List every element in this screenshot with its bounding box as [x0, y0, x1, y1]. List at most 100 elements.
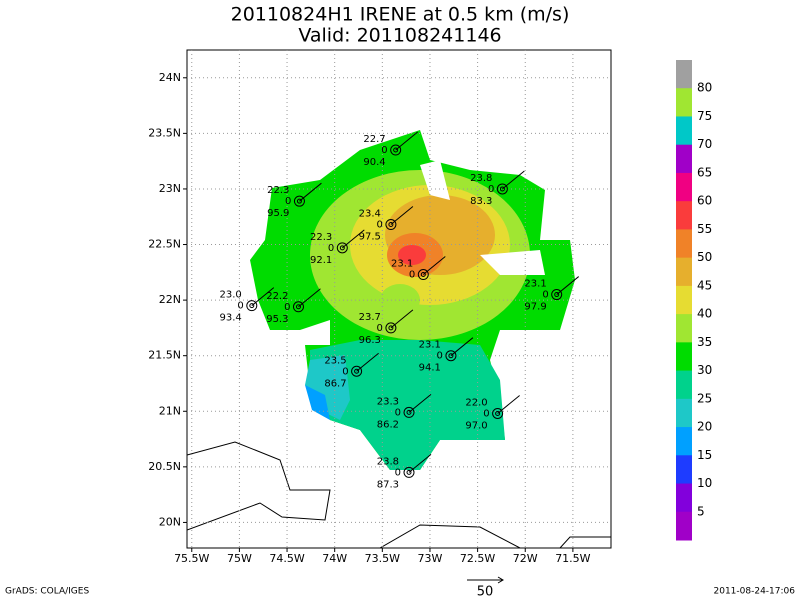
temperature: 23.5 — [324, 355, 346, 366]
station — [445, 350, 457, 362]
humidity: 95.3 — [266, 314, 288, 325]
temperature: 22.2 — [266, 291, 288, 302]
lon-label: 71.5W — [555, 552, 590, 565]
station-dot — [406, 469, 412, 475]
lon-label: 74.5W — [269, 552, 304, 565]
colorbar-label: 80 — [697, 81, 712, 95]
temperature: 22.3 — [310, 232, 332, 243]
lon-label: 72W — [513, 552, 538, 565]
title: 20110824H1 IRENE at 0.5 km (m/s) — [231, 4, 570, 26]
direction: 0 — [237, 301, 243, 312]
colorbar-label: 40 — [697, 307, 712, 321]
colorbar-segment — [676, 172, 692, 202]
humidity: 90.4 — [363, 157, 385, 168]
colorbar-label: 15 — [697, 448, 712, 462]
station-dot — [354, 368, 360, 374]
direction: 0 — [381, 145, 387, 156]
coastline — [187, 441, 611, 548]
colorbar-segment — [676, 285, 692, 315]
lat-label: 20N — [159, 515, 181, 528]
direction: 0 — [488, 184, 494, 195]
station-dot — [499, 186, 505, 192]
station — [403, 406, 415, 418]
direction: 0 — [542, 290, 548, 301]
station — [390, 144, 402, 156]
colorbar-label: 10 — [697, 476, 712, 490]
temperature: 23.0 — [220, 290, 242, 301]
station-dot — [393, 147, 399, 153]
temperature: 22.7 — [363, 134, 385, 145]
lon-label: 75W — [227, 552, 252, 565]
colorbar-segment — [676, 88, 692, 117]
colorbar-label: 60 — [697, 194, 712, 208]
lon-label: 73W — [418, 552, 443, 565]
direction: 0 — [284, 302, 290, 313]
lon-label: 74W — [322, 552, 347, 565]
humidity: 86.7 — [324, 378, 346, 389]
direction: 0 — [342, 366, 348, 377]
temperature: 23.8 — [377, 456, 399, 467]
direction: 0 — [437, 351, 443, 362]
station — [292, 301, 304, 313]
station — [417, 269, 429, 281]
colorbar-segment — [676, 60, 692, 89]
lat-label: 24N — [159, 71, 181, 84]
temperature: 23.1 — [524, 279, 546, 290]
temperature: 23.8 — [470, 173, 492, 184]
temperature: 22.3 — [267, 185, 289, 196]
temperature: 23.3 — [377, 396, 399, 407]
lon-label: 73.5W — [365, 552, 400, 565]
station — [492, 407, 504, 419]
colorbar-segment — [676, 455, 692, 485]
subtitle: Valid: 201108241146 — [298, 25, 501, 47]
wind-field — [250, 130, 575, 470]
scale-arrow-head — [497, 576, 504, 584]
station — [246, 300, 258, 312]
direction: 0 — [395, 407, 401, 418]
colorbar-segment — [676, 483, 692, 513]
colorbar-segment — [676, 116, 692, 146]
lat-label: 21.5N — [148, 349, 181, 362]
temperature: 23.7 — [359, 312, 381, 323]
colorbar-segment — [676, 201, 692, 230]
colorbar-label: 30 — [697, 363, 712, 377]
direction: 0 — [328, 243, 334, 254]
humidity: 94.1 — [419, 363, 441, 374]
station-dot — [295, 304, 301, 310]
lat-label: 22N — [159, 293, 181, 306]
humidity: 96.3 — [359, 335, 381, 346]
humidity: 83.3 — [470, 196, 492, 207]
lat-label: 22.5N — [148, 238, 181, 251]
colorbar-segment — [676, 398, 692, 428]
colorbar-label: 70 — [697, 137, 712, 151]
colorbar-label: 45 — [697, 278, 712, 292]
colorbar-segment — [676, 229, 692, 259]
lon-label: 75.5W — [174, 552, 209, 565]
direction: 0 — [395, 467, 401, 478]
direction: 0 — [409, 270, 415, 281]
station — [403, 466, 415, 478]
humidity: 86.2 — [377, 419, 399, 430]
humidity: 97.9 — [524, 302, 546, 313]
colorbar-segment — [676, 342, 692, 372]
lat-label: 23N — [159, 182, 181, 195]
temperature: 23.1 — [419, 340, 441, 351]
colorbar-label: 35 — [697, 335, 712, 349]
humidity: 87.3 — [377, 479, 399, 490]
lat-label: 20.5N — [148, 460, 181, 473]
direction: 0 — [483, 408, 489, 419]
colorbar-segment — [676, 511, 692, 541]
lat-label: 23.5N — [148, 126, 181, 139]
lon-label: 72.5W — [460, 552, 495, 565]
humidity: 92.1 — [310, 255, 332, 266]
station — [496, 183, 508, 195]
footer-left: GrADS: COLA/IGES — [5, 587, 89, 597]
colorbar-segment — [676, 314, 692, 343]
colorbar-segment — [676, 257, 692, 287]
station-dot — [388, 222, 394, 228]
station-dot — [339, 245, 345, 251]
station — [293, 195, 305, 207]
station-dot — [495, 410, 501, 416]
colorbar-label: 55 — [697, 222, 712, 236]
colorbar-label: 50 — [697, 250, 712, 264]
